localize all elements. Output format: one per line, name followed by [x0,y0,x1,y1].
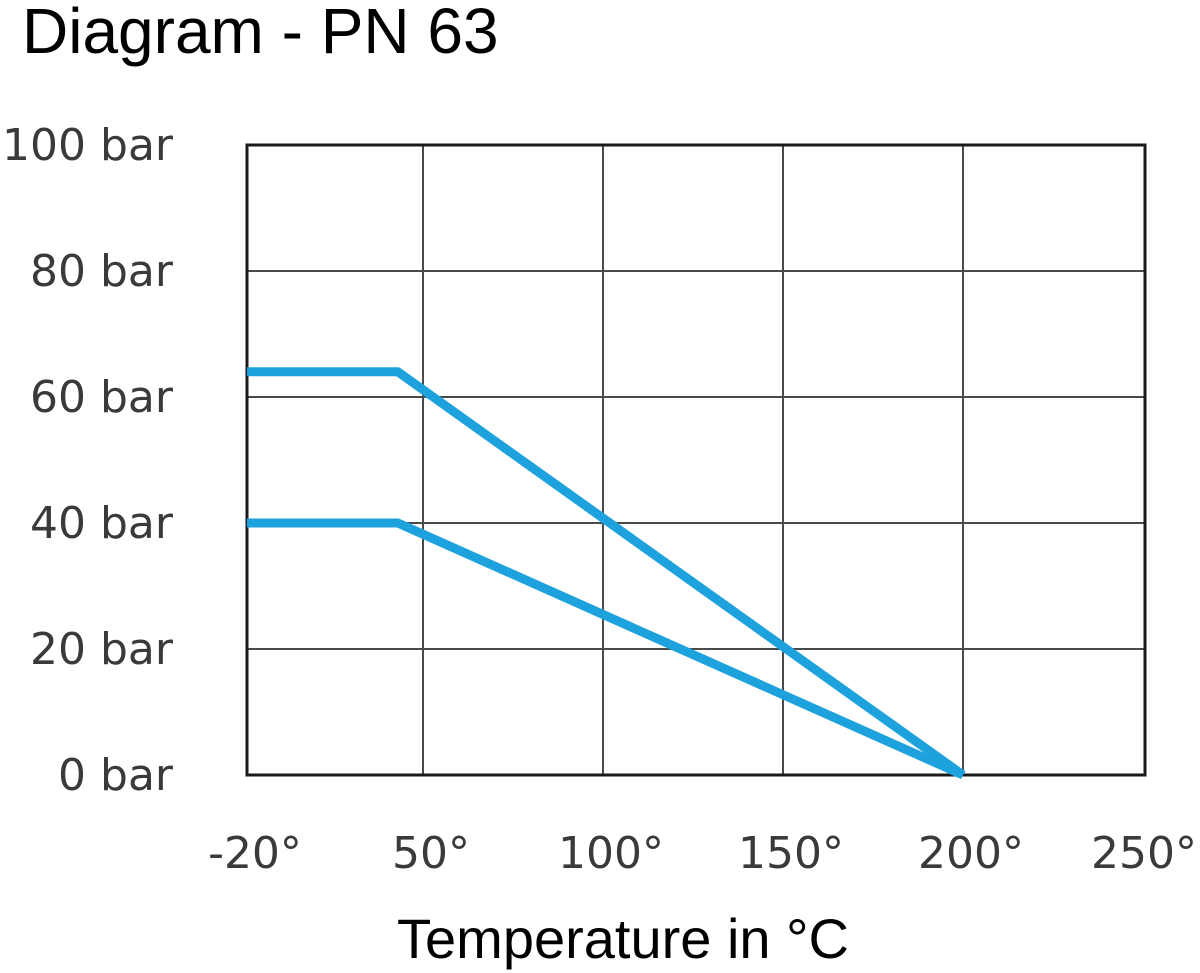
series-line-2 [247,518,965,780]
x-tick-label: 250° [1091,828,1197,879]
y-axis-ticks: 0 bar 20 bar 40 bar 60 bar 80 bar 100 bar [2,120,174,801]
plot-frame [245,143,1147,777]
x-axis-ticks: -20° 50° 100° 150° 200° 250° [208,828,1197,879]
x-tick-label: -20° [208,828,302,879]
chart-title: Diagram - PN 63 [22,0,499,67]
grid [247,145,1145,775]
x-tick-label: 50° [392,828,470,879]
y-tick-label: 100 bar [2,120,174,171]
y-tick-label: 80 bar [30,246,174,297]
y-tick-label: 0 bar [58,750,174,801]
x-tick-label: 200° [918,828,1024,879]
x-axis-label: Temperature in °C [397,907,849,970]
y-tick-label: 60 bar [30,372,174,423]
y-tick-label: 20 bar [30,624,174,675]
y-tick-label: 40 bar [30,498,174,549]
series-line-1 [247,367,966,779]
series-group [247,367,966,780]
x-tick-label: 100° [558,828,664,879]
x-tick-label: 150° [738,828,844,879]
